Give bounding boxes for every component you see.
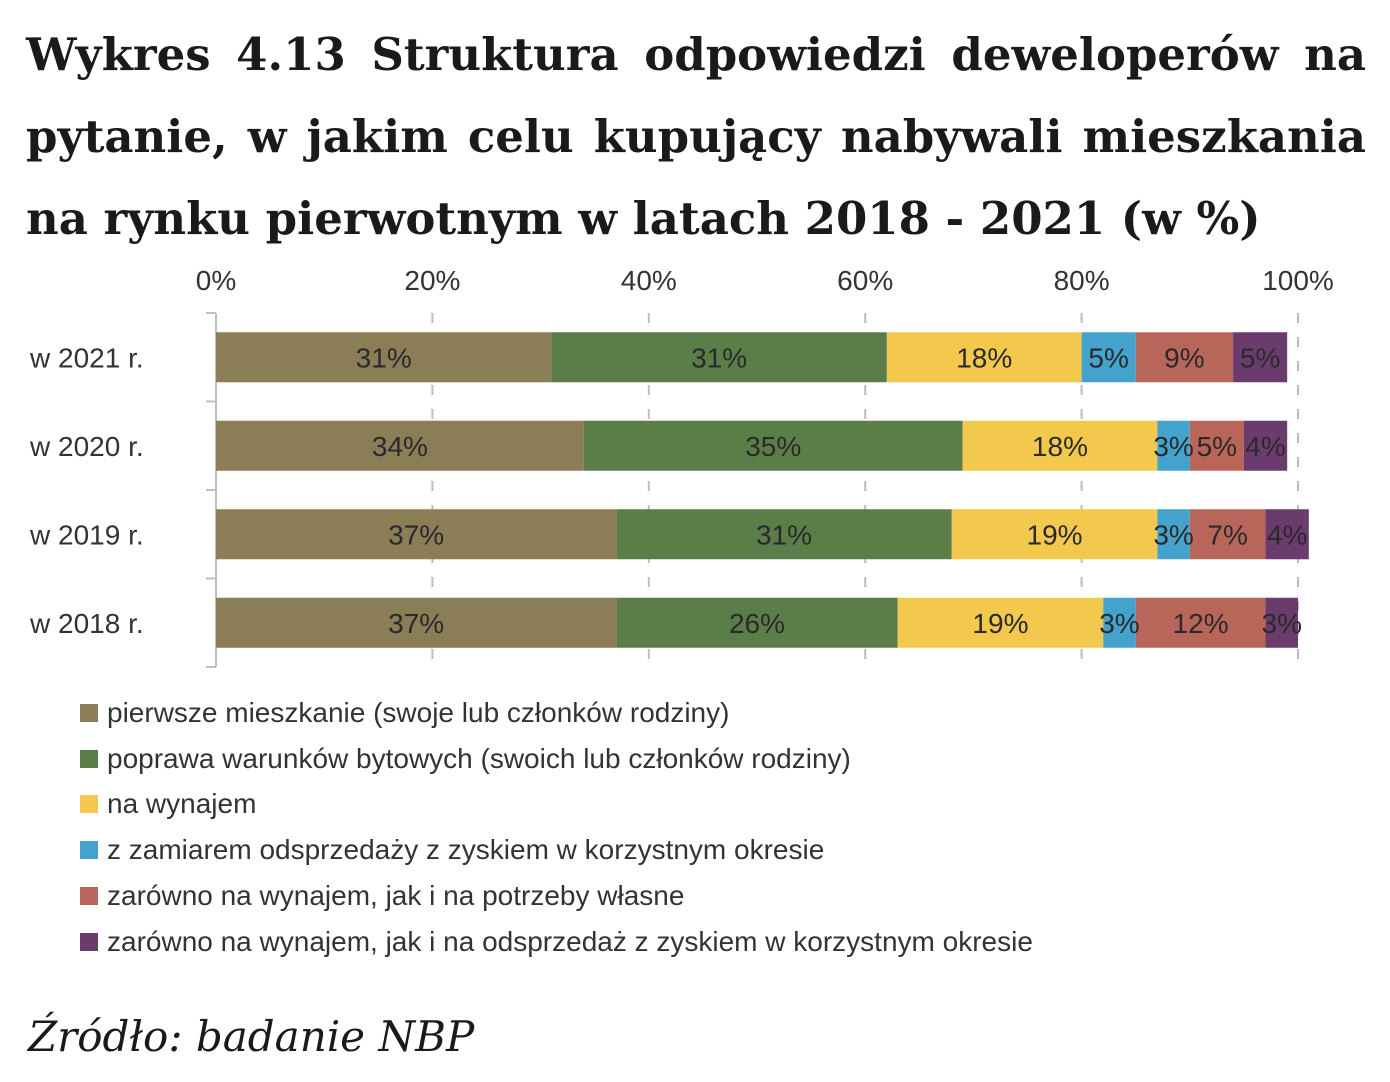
category-label: w 2019 r.: [29, 519, 144, 550]
legend-item: zarówno na wynajem, jak i na odsprzedaż …: [80, 919, 1370, 965]
x-tick-label: 20%: [404, 265, 460, 296]
category-axis: w 2021 r. w 2020 r. w 2019 r. w 2018 r.: [29, 312, 217, 668]
x-tick-label: 60%: [837, 265, 893, 296]
category-label: w 2021 r.: [29, 342, 144, 373]
data-label: 37%: [388, 519, 444, 550]
bar-segment: [551, 332, 887, 383]
data-label: 19%: [1027, 519, 1083, 550]
data-label: 7%: [1207, 519, 1247, 550]
legend-swatch: [80, 932, 98, 951]
data-label: 12%: [1173, 608, 1229, 639]
bar-segment: [1135, 597, 1266, 648]
bar-segment: [1233, 332, 1288, 383]
bar-segment: [897, 597, 1104, 648]
legend-label: z zamiarem odsprzedaży z zyskiem w korzy…: [107, 834, 825, 866]
legend-item: zarówno na wynajem, jak i na potrzeby wł…: [80, 873, 1370, 919]
bar-segment: [1157, 509, 1190, 560]
bar-segment: [962, 420, 1158, 471]
bar-segment: [951, 509, 1158, 560]
x-axis-tick-labels: 0% 20% 40% 60% 80% 100%: [196, 265, 1334, 296]
legend-item: z zamiarem odsprzedaży z zyskiem w korzy…: [80, 827, 1370, 873]
bar-segment: [1189, 420, 1244, 471]
chart-title: Wykres 4.13 Struktura odpowiedzi dewelop…: [26, 28, 1366, 245]
data-label: 31%: [356, 342, 412, 373]
data-label: 3%: [1099, 608, 1139, 639]
data-label: 37%: [388, 608, 444, 639]
bar-segment: [1081, 332, 1136, 383]
data-label: 5%: [1088, 342, 1128, 373]
x-tick-label: 40%: [621, 265, 677, 296]
bar-segments: [216, 332, 1309, 648]
legend-item: pierwsze mieszkanie (swoje lub członków …: [80, 690, 1370, 736]
legend-swatch: [80, 795, 98, 814]
bar-segment: [216, 332, 552, 383]
bar-segment: [216, 509, 617, 560]
data-label: 4%: [1245, 431, 1285, 462]
data-label: 34%: [372, 431, 428, 462]
legend-label: zarówno na wynajem, jak i na odsprzedaż …: [107, 925, 1033, 957]
legend-label: zarówno na wynajem, jak i na potrzeby wł…: [107, 880, 685, 912]
source-note: Źródło: badanie NBP: [28, 1012, 475, 1061]
data-label: 9%: [1164, 342, 1204, 373]
data-label: 3%: [1153, 431, 1193, 462]
legend-label: poprawa warunków bytowych (swoich lub cz…: [107, 742, 851, 774]
legend-item: na wynajem: [80, 782, 1370, 828]
data-label: 35%: [745, 431, 801, 462]
bar-segment: [1157, 420, 1190, 471]
data-label: 26%: [729, 608, 785, 639]
data-label: 31%: [691, 342, 747, 373]
bar-segment: [616, 597, 898, 648]
legend-label: na wynajem: [107, 788, 257, 820]
bar-segment: [583, 420, 963, 471]
data-label: 31%: [756, 519, 812, 550]
bar-segment: [616, 509, 952, 560]
bar-segment: [216, 597, 617, 648]
data-label: 19%: [972, 608, 1028, 639]
x-tick-label: 80%: [1054, 265, 1110, 296]
data-label: 18%: [956, 342, 1012, 373]
data-label: 4%: [1267, 519, 1307, 550]
category-label: w 2020 r.: [29, 431, 144, 462]
legend-swatch: [80, 841, 98, 860]
bar-segment: [1189, 509, 1266, 560]
bar-segment: [1135, 332, 1234, 383]
legend-swatch: [80, 703, 98, 722]
bar-segment: [1265, 597, 1298, 648]
bar-segment: [1265, 509, 1309, 560]
x-tick-label: 0%: [196, 265, 236, 296]
legend-label: pierwsze mieszkanie (swoje lub członków …: [107, 696, 730, 728]
data-label: 3%: [1153, 519, 1193, 550]
data-label: 18%: [1032, 431, 1088, 462]
legend-swatch: [80, 749, 98, 768]
category-label: w 2018 r.: [29, 608, 144, 639]
data-labels: 31% 31% 18% 5% 9% 5%34% 35% 18% 3% 5% 4%37% 31% 19% 3…: [356, 342, 1308, 639]
bar-segment: [1243, 420, 1288, 471]
legend-swatch: [80, 887, 98, 906]
bar-segment: [216, 420, 584, 471]
bar-segment: [1103, 597, 1136, 648]
stacked-bar-chart: 0% 20% 40% 60% 80% 100% w 2021 r.w 2020 r.w 2…: [29, 265, 1334, 668]
data-label: 5%: [1197, 431, 1237, 462]
legend-item: poprawa warunków bytowych (swoich lub cz…: [80, 736, 1370, 782]
data-label: 3%: [1262, 608, 1302, 639]
legend: pierwsze mieszkanie (swoje lub członków …: [80, 690, 1370, 965]
data-label: 5%: [1240, 342, 1280, 373]
bar-segment: [886, 332, 1082, 383]
x-tick-label: 100%: [1262, 265, 1334, 296]
